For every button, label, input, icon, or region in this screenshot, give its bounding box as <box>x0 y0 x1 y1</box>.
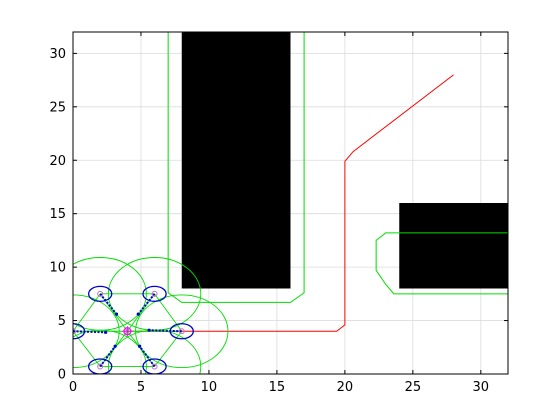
plot-content <box>73 32 508 374</box>
sensor-ray <box>137 293 156 315</box>
y-tick-label: 5 <box>58 314 66 329</box>
sensor-ray-tip <box>113 344 117 348</box>
x-tick-label: 25 <box>405 380 422 395</box>
sensor-ray <box>99 293 118 315</box>
planned-path <box>127 74 454 332</box>
agent-marker <box>87 285 113 302</box>
y-tick-label: 30 <box>49 47 66 62</box>
x-tick-label: 0 <box>69 380 77 395</box>
x-tick-label: 30 <box>473 380 490 395</box>
sensor-ray <box>73 330 106 334</box>
sensor-ray <box>138 345 156 368</box>
formation-edge <box>154 330 183 367</box>
y-tick-label: 15 <box>49 207 66 222</box>
agent-center <box>73 328 76 335</box>
agent-center <box>151 363 158 370</box>
sensor-ray-tip <box>114 312 119 316</box>
x-tick-label: 10 <box>201 380 218 395</box>
y-tick-label: 25 <box>49 100 66 115</box>
agent-center <box>97 290 104 297</box>
sensor-ray <box>99 345 116 368</box>
inflated-obstacle-outline <box>375 232 508 295</box>
agent-center <box>178 328 185 335</box>
sensor-ray-tip <box>138 344 142 348</box>
sensor-ray-tip <box>147 328 151 332</box>
sensor-ray-tip <box>104 330 108 334</box>
formation-edge <box>73 330 101 367</box>
agent-marker <box>142 285 167 302</box>
y-tick-label: 20 <box>49 154 66 169</box>
agent-marker <box>169 323 194 340</box>
sensor-ray <box>149 329 182 333</box>
axis-ticks: 0 5 10 15 20 25 30 0 5 10 15 20 25 30 <box>49 32 508 395</box>
agent-center <box>151 290 158 297</box>
obstacle <box>399 203 508 289</box>
x-tick-label: 5 <box>137 380 145 395</box>
inflated-obstacle-outline <box>167 32 305 303</box>
obstacle <box>181 32 291 289</box>
sensor-ray-tip <box>136 312 140 316</box>
y-tick-label: 10 <box>49 261 66 276</box>
axes-frame <box>72 31 509 375</box>
x-tick-label: 20 <box>337 380 354 395</box>
y-tick-label: 0 <box>58 368 66 383</box>
agent-center <box>97 363 104 370</box>
agent-marker <box>73 323 86 340</box>
x-tick-label: 15 <box>269 380 286 395</box>
